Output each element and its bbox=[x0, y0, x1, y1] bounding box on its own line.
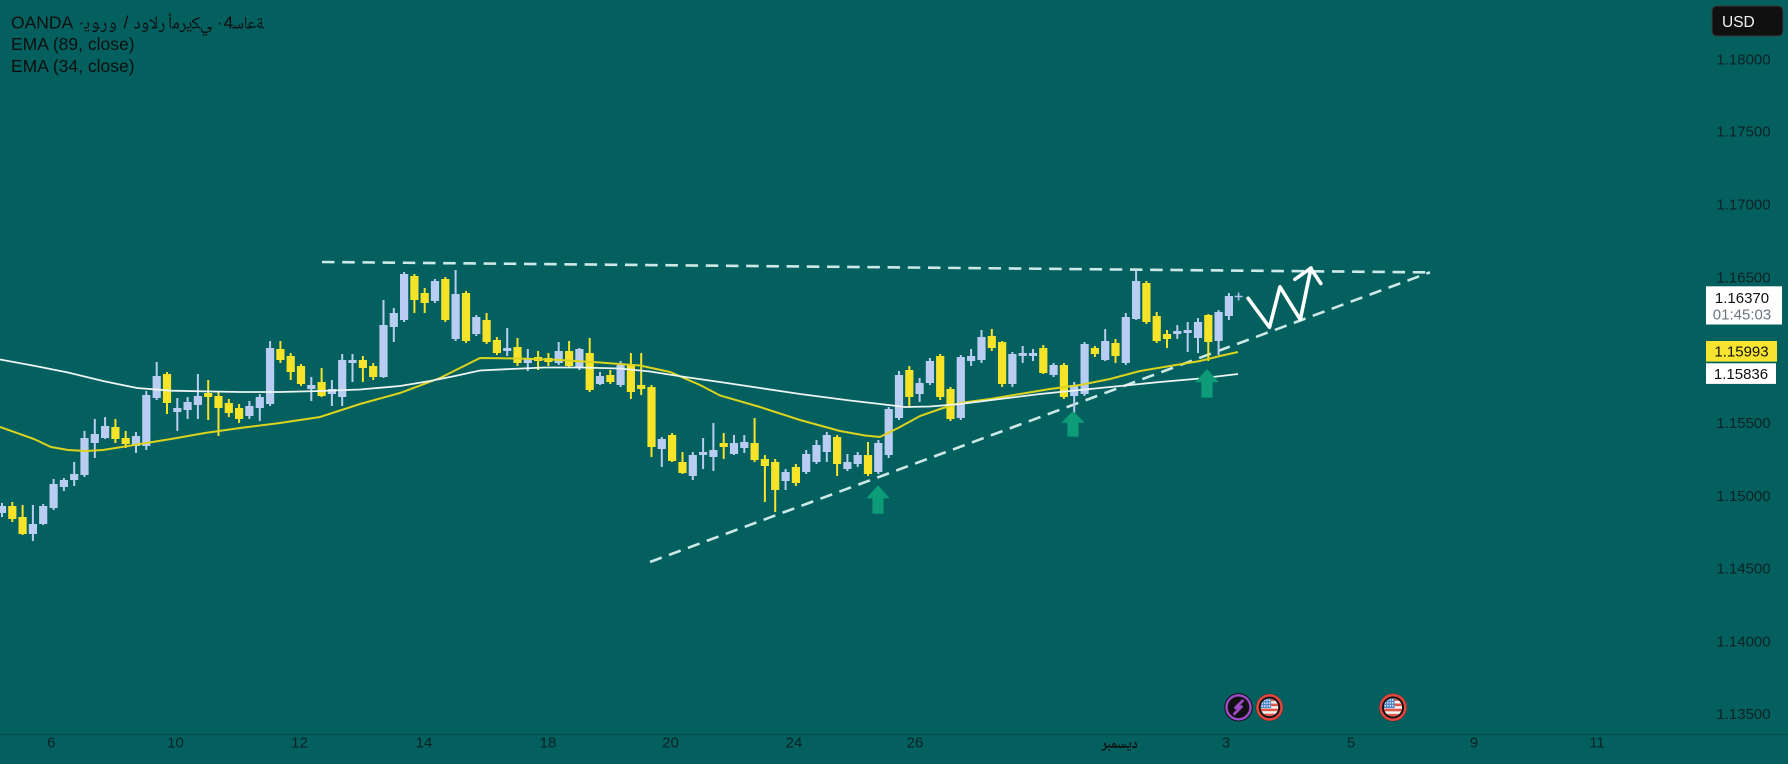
svg-text:1.15993: 1.15993 bbox=[1714, 344, 1768, 361]
svg-text:1.15000: 1.15000 bbox=[1716, 488, 1770, 505]
svg-text:1.16370: 1.16370 bbox=[1715, 290, 1769, 307]
svg-text:4: 4 bbox=[224, 13, 234, 33]
svg-text:1.14500: 1.14500 bbox=[1716, 561, 1770, 578]
svg-text:5: 5 bbox=[1347, 735, 1355, 752]
svg-text:1.13500: 1.13500 bbox=[1716, 706, 1770, 723]
svg-text:9: 9 bbox=[1470, 735, 1478, 752]
svg-text:1.16500: 1.16500 bbox=[1716, 269, 1770, 286]
svg-text:6: 6 bbox=[47, 735, 55, 752]
svg-text:01:45:03: 01:45:03 bbox=[1713, 307, 1771, 324]
svg-text:1.15500: 1.15500 bbox=[1716, 415, 1770, 432]
svg-text:11: 11 bbox=[1589, 735, 1605, 752]
svg-text:1.17500: 1.17500 bbox=[1716, 124, 1770, 141]
svg-text:1.18000: 1.18000 bbox=[1716, 51, 1770, 68]
svg-text:14: 14 bbox=[416, 735, 433, 752]
svg-text:18: 18 bbox=[540, 735, 557, 752]
svg-text:26: 26 bbox=[907, 735, 924, 752]
svg-text:OANDA: OANDA bbox=[11, 13, 74, 33]
svg-text:USD: USD bbox=[1722, 14, 1755, 31]
svg-text:1.15836: 1.15836 bbox=[1714, 366, 1768, 383]
svg-text:1.17000: 1.17000 bbox=[1716, 196, 1770, 213]
svg-text:/: / bbox=[124, 13, 129, 33]
svg-text:1.14000: 1.14000 bbox=[1716, 633, 1770, 650]
svg-text:20: 20 bbox=[662, 735, 679, 752]
svg-text:·: · bbox=[79, 13, 85, 33]
svg-text:10: 10 bbox=[167, 735, 184, 752]
svg-text:3: 3 bbox=[1222, 735, 1230, 752]
svg-text:12: 12 bbox=[291, 735, 308, 752]
svg-text:EMA (34, close): EMA (34, close) bbox=[11, 56, 135, 76]
svg-text:EMA (89, close): EMA (89, close) bbox=[11, 34, 135, 54]
svg-text:·: · bbox=[217, 13, 223, 33]
svg-text:24: 24 bbox=[786, 735, 803, 752]
